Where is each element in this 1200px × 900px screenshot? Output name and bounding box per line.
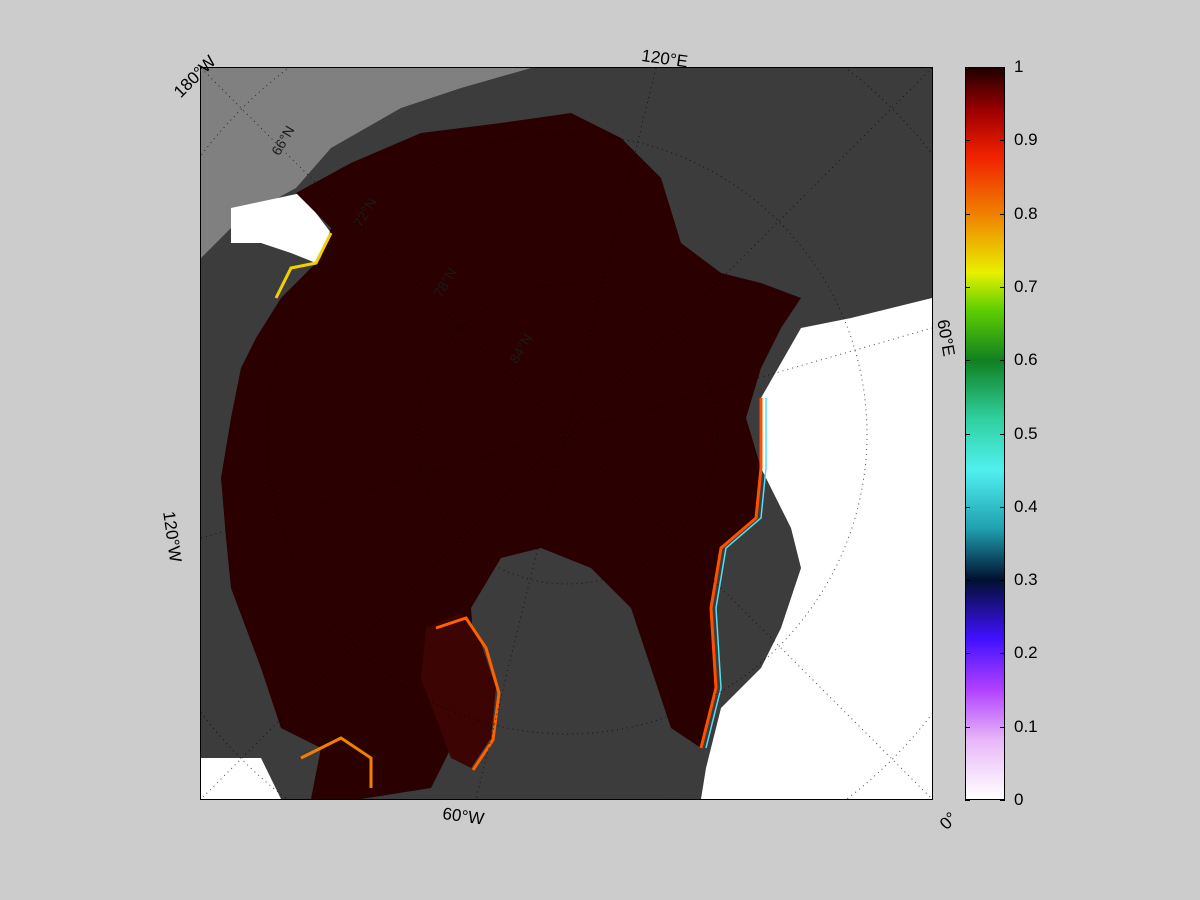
colorbar-tick-label: 1 [1014,57,1024,76]
colorbar-tick-mark [965,653,970,655]
colorbar-tick-label: 0.9 [1014,130,1038,150]
colorbar-tick-mark [965,433,970,435]
colorbar-tick-mark [965,140,970,142]
sea-ice-baffin [421,613,496,768]
colorbar-tick-label: 0.5 [1014,423,1038,443]
colorbar-tick-mark [1000,580,1005,582]
ice-edge-baffin [435,616,501,771]
lon-label-120w: 120°W [159,510,186,564]
colorbar-tick-mark [1000,286,1005,288]
colorbar-tick-mark [1000,213,1005,215]
colorbar-tick-label: 0.6 [1014,350,1038,370]
colorbar-tick-mark [965,213,970,215]
colorbar-tick-mark [1000,726,1005,728]
colorbar-tick-label: 0.8 [1014,203,1038,223]
colorbar-tick-mark [965,800,970,801]
colorbar-tick-mark [965,67,970,68]
colorbar-tick-label: 0 [1014,790,1024,809]
ice-edge-atlantic-outer [705,398,767,749]
colorbar-tick-mark [1000,800,1005,801]
colorbar-tick-label: 0.7 [1014,276,1038,296]
lon-label-60e: 60°E [933,318,959,358]
colorbar-tick-mark [1000,433,1005,435]
lon-label-60w: 60°W [441,804,486,829]
colorbar-tick-mark [1000,140,1005,142]
ice-edge-hudson [300,736,373,788]
colorbar-tick-mark [1000,506,1005,508]
colorbar-tick-mark [965,506,970,508]
ice-edge-bering [274,232,333,299]
colorbar-tick-mark [1000,360,1005,362]
sea-ice-map [201,68,932,799]
colorbar-tick-label: 0.4 [1014,496,1038,516]
ice-edge-atlantic [699,398,763,749]
colorbar-tick-label: 0.2 [1014,643,1038,663]
map-panel [200,67,933,800]
open-water-atlantic [701,298,932,799]
lon-label-0: 0° [936,808,961,834]
colorbar-tick-mark [1000,67,1005,68]
colorbar-tick-label: 0.1 [1014,716,1038,736]
sea-ice-pack [221,113,801,799]
colorbar [965,67,1005,800]
open-water-bering [231,193,331,263]
graticule [201,68,932,799]
open-water-hudson [201,758,281,799]
colorbar-tick-mark [965,286,970,288]
colorbar-tick-label: 0.3 [1014,570,1038,590]
colorbar-tick-mark [965,360,970,362]
colorbar-tick-mark [1000,653,1005,655]
colorbar-tick-mark [965,726,970,728]
colorbar-tick-mark [965,580,970,582]
